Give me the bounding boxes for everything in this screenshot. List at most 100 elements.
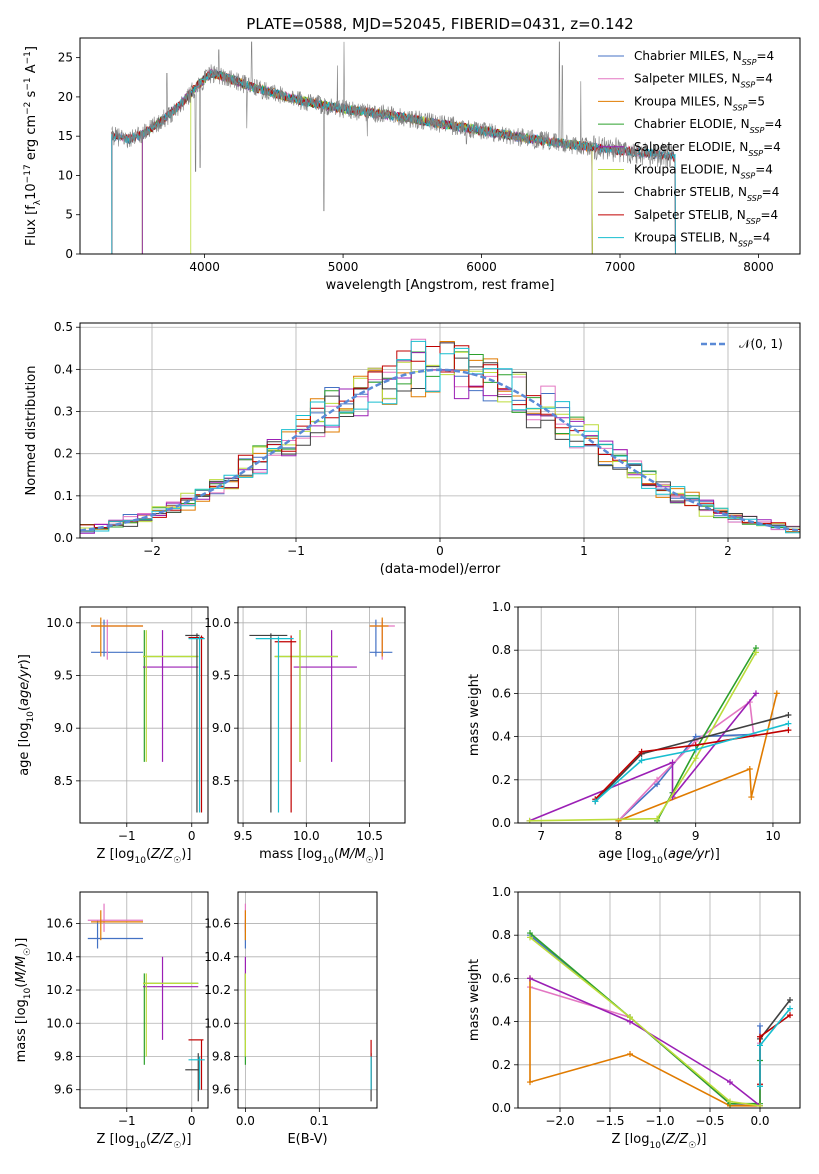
weight-line (759, 1014, 791, 1085)
x-tick-label: 6000 (466, 260, 497, 274)
y-tick-label: 0.0 (492, 816, 511, 830)
y-axis-label-part: ( (17, 706, 32, 711)
x-tick-label: 5000 (328, 260, 359, 274)
y-axis-label-part: 10 (23, 987, 33, 999)
x-axis-label-part: )] (181, 847, 191, 862)
x-tick-label: −1 (118, 829, 136, 843)
y-tick-label: 0.8 (492, 928, 511, 942)
y-axis-label-part: A (24, 64, 39, 77)
x-axis-label-part: 10 (322, 856, 334, 866)
x-axis-label-part: )] (181, 1132, 191, 1147)
y-tick-label: 10.6 (204, 917, 231, 931)
y-axis-label-part: λ (33, 199, 43, 205)
y-axis-label: Normed distribution (24, 366, 39, 496)
y-tick-label: 9.5 (54, 668, 73, 682)
x-tick-label: 8 (615, 829, 623, 843)
y-tick-label: 9.8 (54, 1049, 73, 1063)
legend-label-sub: SSP (741, 80, 756, 89)
weight-marker (757, 1022, 763, 1029)
weight-marker (785, 720, 792, 727)
x-tick-label: 0.1 (310, 1114, 329, 1128)
axes-frame (79, 37, 801, 255)
y-axis-label-part: −1 (23, 77, 33, 90)
x-axis-label-part: 10 (649, 1141, 661, 1151)
x-tick-label: −1 (287, 544, 305, 558)
x-tick-label: −1.5 (595, 1114, 624, 1128)
legend-label-suffix: =4 (755, 163, 773, 177)
y-axis-label-part: −17 (23, 164, 33, 183)
x-axis-label: Z [log10(Z/Z☉)] (612, 1132, 707, 1151)
x-axis-label-part: Z [log (612, 1132, 650, 1147)
y-tick-label: 1.0 (492, 885, 511, 899)
weight-marker (785, 727, 792, 734)
model-spectrum (141, 70, 593, 254)
y-tick-label: 0.2 (54, 447, 73, 461)
weight-marker (752, 649, 759, 656)
weight-marker (638, 757, 645, 764)
model-spectrum (190, 71, 593, 254)
x-tick-label: 9 (692, 829, 700, 843)
x-tick-label: −2.0 (545, 1114, 574, 1128)
observed-spectrum (111, 41, 676, 212)
residuals-legend: 𝒩(0, 1) (701, 337, 783, 351)
y-tick-label: 0.8 (492, 643, 511, 657)
axes-frame (517, 891, 801, 1109)
x-tick-label: −1.0 (645, 1114, 674, 1128)
residuals-panel: −2 −1 0 1 2 0.0 0.1 0.2 0.3 0.4 0.5 (data-model)/er… (24, 320, 801, 577)
y-tick-label: 0.2 (492, 1058, 511, 1072)
legend-label-sub: SSP (741, 171, 756, 180)
weight-line (617, 700, 755, 822)
weight-marker (638, 748, 645, 755)
y-tick-label: 0.1 (54, 489, 73, 503)
y-tick-label: 9.0 (54, 721, 73, 735)
weight-marker (692, 746, 699, 753)
legend-label-text: Chabrier STELIB, N (634, 185, 747, 199)
weight-line (618, 693, 778, 822)
x-axis-label-part: ☉ (173, 1141, 181, 1151)
plot-area (80, 338, 800, 535)
x-axis-label-part: ☉ (688, 1141, 696, 1151)
weight-line (529, 932, 761, 1105)
x-tick-label: 7000 (605, 260, 636, 274)
weight-marker (773, 690, 780, 697)
weight-marker (787, 997, 793, 1003)
legend-label: Kroupa STELIB, NSSP=4 (634, 231, 770, 249)
y-axis-label-part: 10 (26, 711, 36, 723)
axes-frame (517, 606, 801, 824)
axes-frame (79, 606, 209, 824)
y-tick-label: 0.0 (54, 531, 73, 545)
x-tick-label: 10.5 (356, 829, 383, 843)
weight-marker (727, 1098, 733, 1105)
legend-label-sub: SSP (742, 58, 757, 67)
x-axis-label-part: 10 (134, 1141, 146, 1151)
legend-label-text: Kroupa STELIB, N (634, 231, 738, 245)
x-axis-label-part: 10 (134, 856, 146, 866)
residual-histogram (80, 340, 800, 534)
legend-label-text: Salpeter ELODIE, N (634, 140, 748, 154)
legend-label-suffix: =4 (762, 185, 780, 199)
y-tick-label: 10.0 (204, 1016, 231, 1030)
x-tick-label: 0 (436, 544, 444, 558)
y-tick-label: 0.2 (492, 773, 511, 787)
y-axis-label-part: age [log (17, 723, 32, 776)
y-tick-label: 10.4 (204, 950, 231, 964)
x-axis-label-part: 10 (651, 856, 663, 866)
legend-label-sub: SSP (733, 103, 748, 112)
legend-label-text: Kroupa ELODIE, N (634, 163, 741, 177)
y-tick-label: 0.6 (492, 686, 511, 700)
x-tick-label: 0 (188, 829, 196, 843)
y-axis-label-part: age/yr (17, 663, 32, 706)
normal-legend-label: 𝒩(0, 1) (739, 337, 783, 351)
x-axis-label: Z [log10(Z/Z☉)] (97, 1132, 192, 1151)
x-tick-label: 9.5 (234, 829, 253, 843)
y-axis-label: Flux [fλ10−17 erg cm−2 s−1 A−1] (23, 46, 43, 246)
weight-line (617, 733, 754, 822)
weight-marker (654, 815, 661, 822)
weight-marker (669, 759, 676, 766)
plot-area (527, 930, 793, 1108)
legend-label: Chabrier MILES, NSSP=4 (634, 49, 774, 67)
x-axis-label-part: ( (663, 847, 668, 862)
plot-area (87, 903, 205, 1102)
x-tick-label: 0.0 (236, 1114, 255, 1128)
